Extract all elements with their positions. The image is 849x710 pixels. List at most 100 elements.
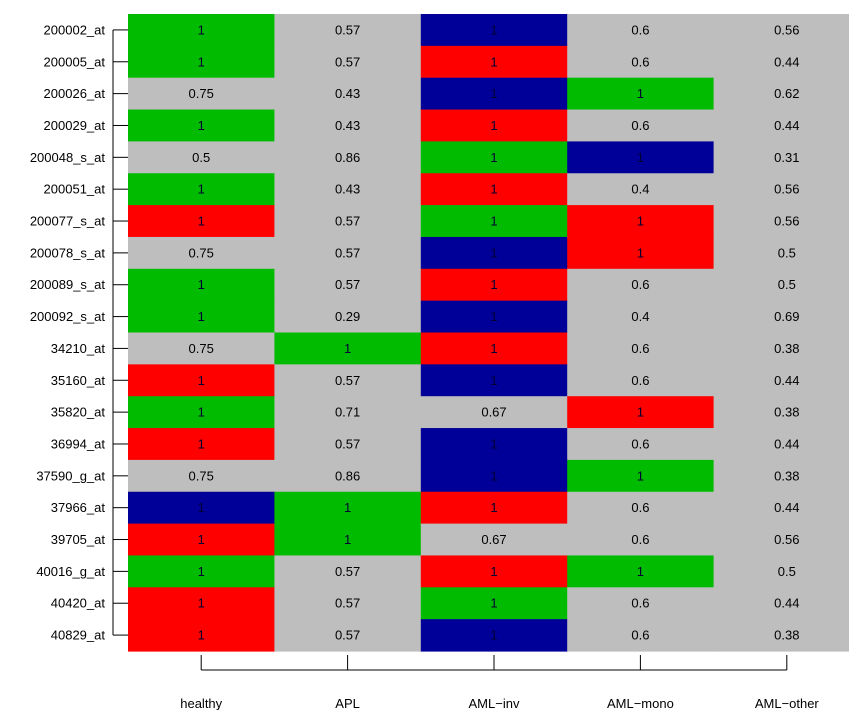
cell-value-label: 0.75 [189,245,214,260]
heatmap-cell [128,45,275,79]
cell-value-label: 1 [490,628,497,643]
heatmap-cell [567,45,715,79]
heatmap-cell [713,364,849,397]
cell-value-label: 1 [490,150,497,165]
cell-value-label: 0.71 [335,405,360,420]
cell-value-label: 0.57 [335,214,360,229]
cell-value-label: 1 [490,468,497,483]
x-axis: healthy APL AML−inv AML−mono AML−other [180,655,819,710]
cell-value-label: 1 [344,500,351,515]
heatmap-cell [420,268,568,302]
cell-value-label: 1 [198,54,205,69]
cell-value-label: 0.6 [631,22,649,37]
heatmap-cell [713,396,849,429]
cell-value-label: 0.6 [631,436,649,451]
heatmap-cell [567,109,715,142]
y-tick-label: 200029_at [44,118,106,133]
x-tick-label: APL [335,696,360,710]
cell-value-label: 1 [198,277,205,292]
cell-value-label: 0.57 [335,564,360,579]
heatmap-cell [713,268,849,302]
heatmap-cell [713,173,849,206]
heatmap-cell [567,205,715,238]
cell-value-label: 1 [637,86,644,101]
x-tick-label: healthy [180,696,222,710]
heatmap-cell [274,459,422,493]
heatmap-cell [420,619,568,652]
cell-value-label: 0.75 [189,468,214,483]
heatmap-cell [274,491,422,525]
heatmap-cell [128,491,275,525]
heatmap-cell [567,555,715,588]
heatmap-cell [128,109,275,142]
heatmap-cell [420,77,568,111]
cell-value-label: 0.5 [192,150,210,165]
heatmap-cell [128,555,275,588]
heatmap-cell [567,459,715,493]
y-tick-label: 35160_at [51,373,106,388]
heatmap-cell [128,364,275,397]
cell-value-label: 1 [198,182,205,197]
cell-value-label: 0.69 [774,309,799,324]
heatmap-cell [128,396,275,429]
y-tick-label: 39705_at [51,532,106,547]
heatmap-cell [274,619,422,652]
y-tick-label: 40420_at [51,596,106,611]
heatmap-cell [713,300,849,334]
cell-value-label: 0.56 [774,532,799,547]
y-tick-label: 36994_at [51,436,106,451]
heatmap-cell [274,268,422,302]
heatmap-cell [128,300,275,334]
heatmap-cell [274,587,422,620]
heatmap-cell [274,14,422,47]
heatmap-cell [713,619,849,652]
cell-value-label: 0.6 [631,54,649,69]
cell-value-label: 1 [198,596,205,611]
cell-value-label: 1 [344,532,351,547]
cell-value-label: 0.44 [774,436,799,451]
cell-value-label: 1 [198,373,205,388]
cell-value-label: 0.38 [774,628,799,643]
heatmap-cell [420,332,568,365]
heatmap-cell [420,523,568,557]
x-tick-label: AML−mono [607,696,674,710]
heatmap-cell [128,268,275,302]
cell-value-label: 0.38 [774,341,799,356]
y-tick-label: 37966_at [51,500,106,515]
cell-value-label: 1 [198,22,205,37]
heatmap-cell [274,173,422,206]
cell-value-label: 0.57 [335,628,360,643]
heatmap-cell [567,364,715,397]
cell-value-label: 0.67 [481,532,506,547]
y-tick-label: 200077_s_at [30,214,106,229]
cell-value-label: 1 [637,214,644,229]
cell-value-label: 0.31 [774,150,799,165]
cell-value-label: 1 [490,54,497,69]
cell-value-label: 0.57 [335,596,360,611]
heatmap-cell [274,205,422,238]
cell-value-label: 0.6 [631,596,649,611]
y-tick-label: 200089_s_at [30,277,106,292]
cell-value-label: 0.57 [335,277,360,292]
heatmap-cell [567,396,715,429]
heatmap-cell [567,332,715,365]
heatmap-cell [713,523,849,557]
heatmap-cell [713,45,849,79]
heatmap-cell [420,396,568,429]
cell-value-label: 1 [490,277,497,292]
heatmap-cell [420,300,568,334]
heatmap-cell [274,555,422,588]
heatmap-cell [274,45,422,79]
y-tick-label: 200002_at [44,22,106,37]
y-tick-label: 200092_s_at [30,309,106,324]
heatmap-cell [567,300,715,334]
heatmap-cell [567,587,715,620]
cell-value-label: 0.62 [774,86,799,101]
heatmap-cell [274,109,422,142]
heatmap-cell [713,332,849,365]
cell-value-label: 1 [198,214,205,229]
heatmap-cell [274,300,422,334]
y-tick-label: 40016_g_at [36,564,105,579]
heatmap-cell [567,428,715,461]
heatmap-cell [274,77,422,111]
